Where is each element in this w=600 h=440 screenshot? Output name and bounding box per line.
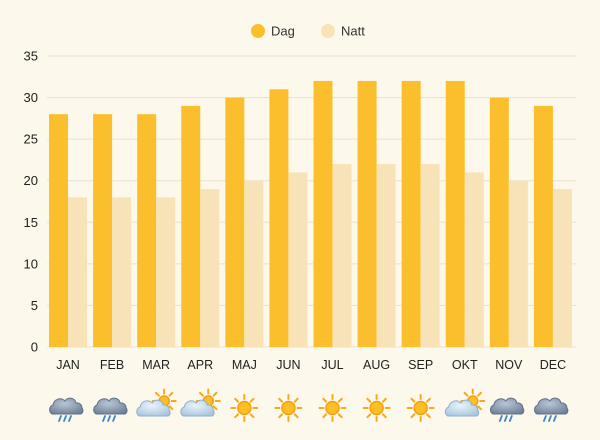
x-axis: JAN FEB MAR APR MAJ JUN JUL AUG SEP OKT NOV DEC [56, 358, 566, 372]
legend-swatch-natt [321, 24, 335, 38]
sun-icon [230, 394, 259, 422]
sun-icon [274, 394, 303, 422]
bar-natt-aug [376, 164, 396, 347]
bar-dag-jan [49, 114, 68, 347]
sun-icon [406, 394, 435, 422]
x-tick-label: MAR [142, 358, 170, 372]
rain-cloud-icon [49, 397, 84, 422]
y-tick-label: 10 [24, 256, 38, 271]
bar-natt-jul [332, 164, 352, 347]
x-tick-label: DEC [540, 358, 566, 372]
weather-icons [49, 388, 569, 422]
legend: Dag Natt [251, 24, 365, 39]
bar-dag-jun [269, 89, 289, 347]
bar-natt-feb [112, 197, 132, 347]
y-tick-label: 35 [24, 49, 38, 64]
bar-dag-maj [225, 97, 245, 347]
x-tick-label: NOV [495, 358, 523, 372]
rain-cloud-icon [534, 397, 569, 422]
bar-natt-maj [244, 180, 264, 347]
bar-natt-okt [464, 172, 484, 347]
sun-cloud-icon [136, 388, 177, 417]
x-tick-label: OKT [452, 358, 478, 372]
sun-cloud-icon [180, 388, 221, 417]
sun-cloud-icon [444, 388, 486, 417]
bar-dag-nov [489, 97, 509, 347]
y-tick-label: 25 [24, 132, 38, 147]
y-tick-label: 0 [31, 340, 38, 355]
bar-dag-mar [137, 114, 157, 347]
x-tick-label: AUG [363, 358, 390, 372]
x-tick-label: SEP [408, 358, 433, 372]
bar-dag-sep [401, 80, 421, 347]
bar-dag-dec [533, 105, 553, 347]
bar-dag-okt [445, 80, 465, 347]
x-tick-label: JUN [276, 358, 300, 372]
y-tick-label: 15 [24, 215, 38, 230]
y-tick-label: 30 [24, 90, 38, 105]
legend-label-natt: Natt [341, 24, 365, 39]
bar-dag-apr [181, 105, 201, 347]
x-tick-label: APR [187, 358, 213, 372]
rain-cloud-icon [93, 397, 128, 422]
bars [49, 80, 572, 347]
bar-dag-feb [93, 114, 113, 347]
x-tick-label: MAJ [232, 358, 257, 372]
bar-natt-nov [508, 180, 528, 347]
rain-cloud-icon [489, 397, 525, 422]
legend-swatch-dag [251, 24, 265, 38]
y-tick-label: 5 [31, 298, 38, 313]
bar-dag-jul [313, 80, 333, 347]
y-axis: 0 5 10 15 20 25 30 35 [24, 49, 38, 355]
x-tick-label: JUL [321, 358, 343, 372]
sun-icon [362, 394, 391, 422]
bar-dag-aug [357, 80, 377, 347]
bar-natt-jun [288, 172, 308, 347]
bar-natt-apr [200, 189, 220, 347]
y-tick-label: 20 [24, 173, 38, 188]
x-tick-label: FEB [100, 358, 124, 372]
x-tick-label: JAN [56, 358, 80, 372]
bar-natt-mar [156, 197, 176, 347]
bar-natt-dec [552, 189, 572, 347]
sun-icon [318, 394, 347, 422]
bar-natt-sep [420, 164, 440, 347]
bar-natt-jan [68, 197, 87, 347]
gridlines [47, 55, 576, 348]
legend-label-dag: Dag [271, 24, 295, 39]
